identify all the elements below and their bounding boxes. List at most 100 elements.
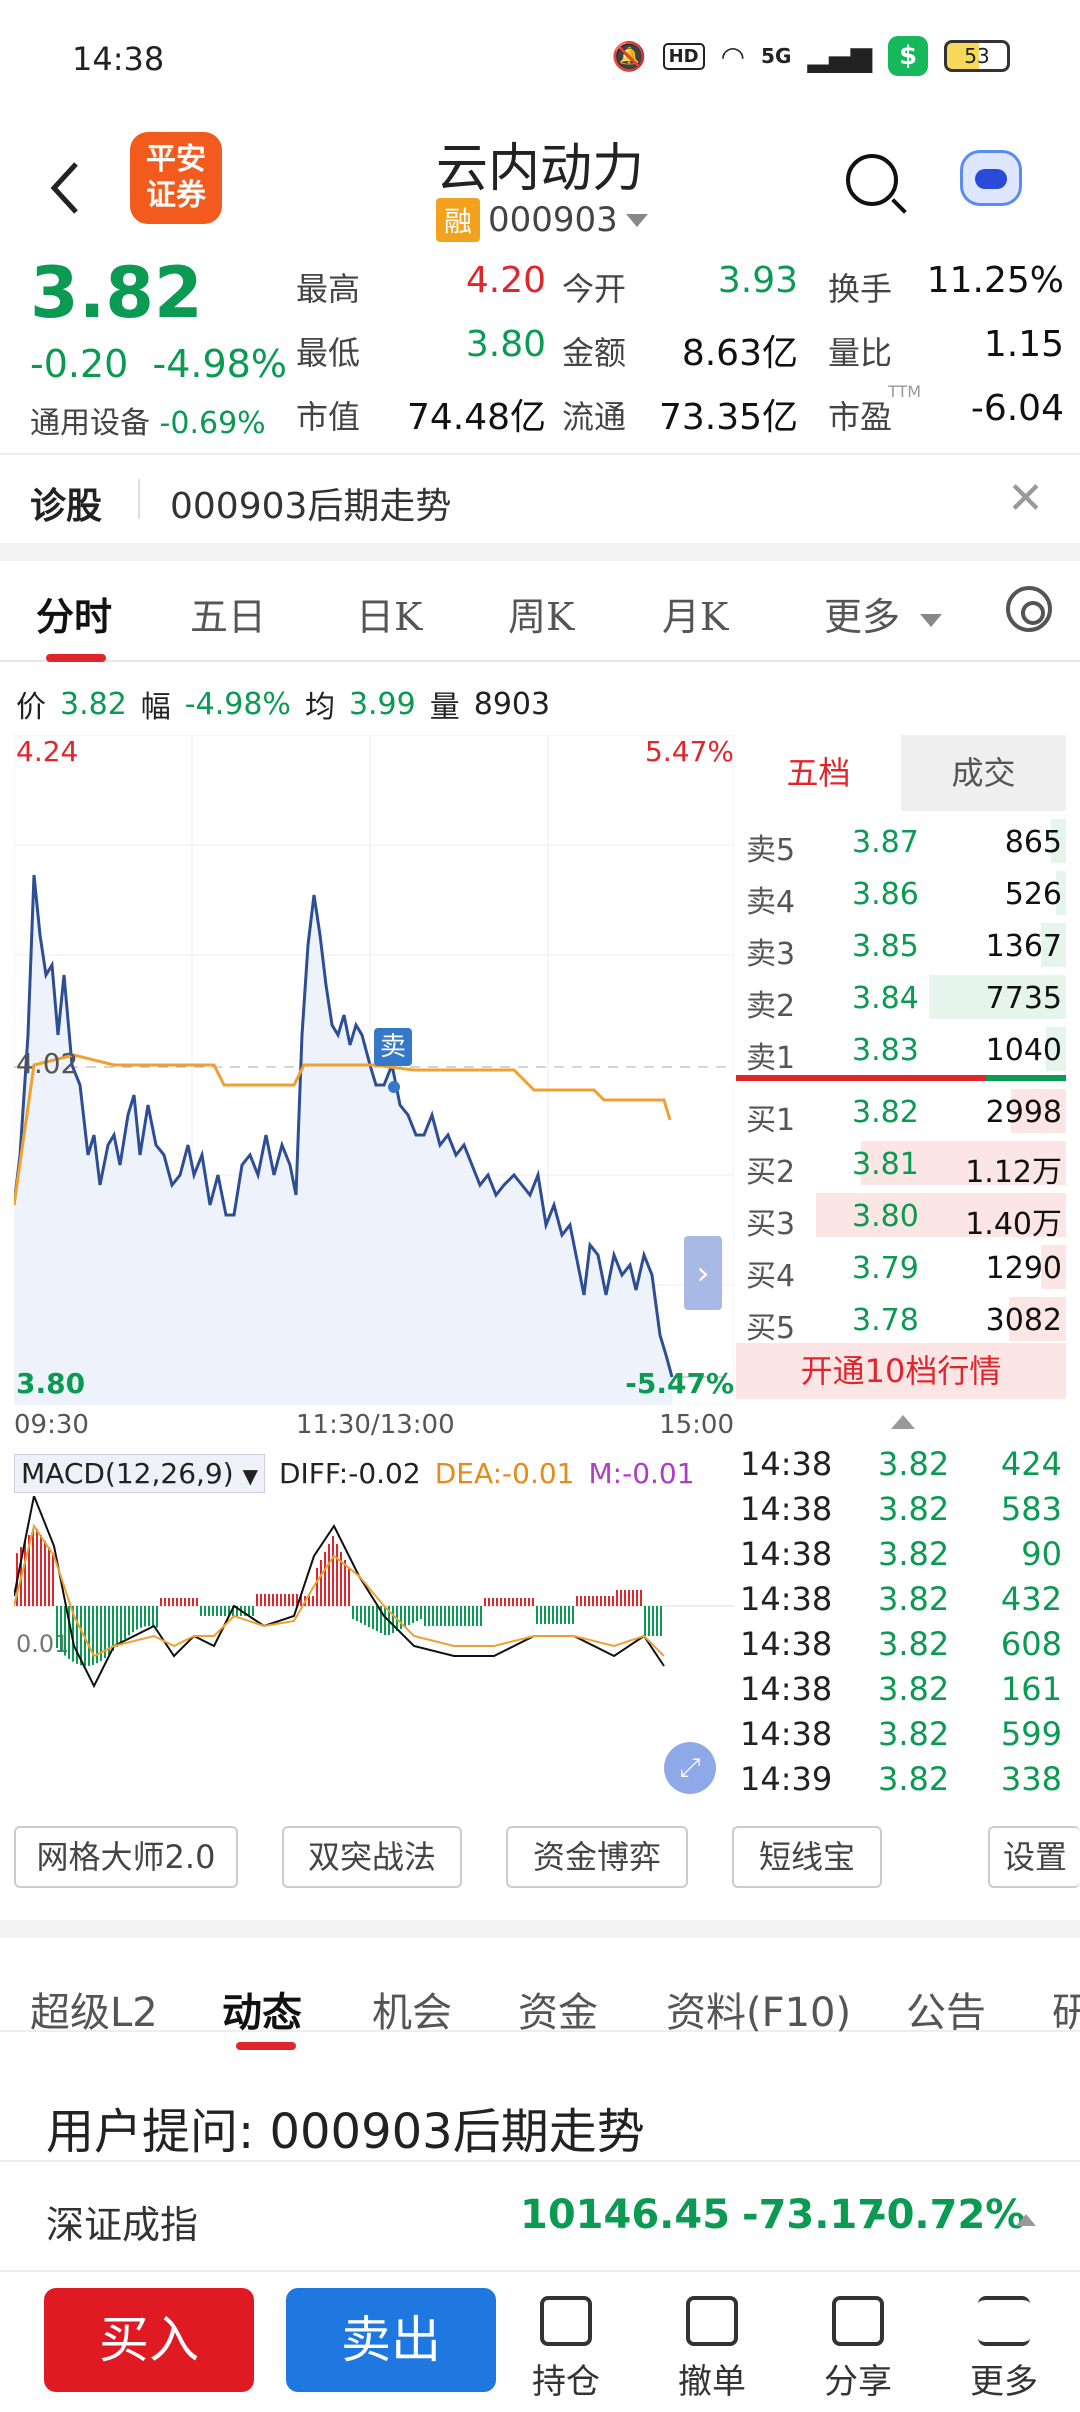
macd-bar [116,1606,118,1647]
change-value: -0.20 [30,342,129,386]
macd-bar [172,1598,174,1606]
upgrade-ten-level-button[interactable]: 开通10档行情 [736,1343,1066,1399]
time-mid: 11:30/13:00 [296,1410,455,1440]
user-question[interactable]: 用户提问: 000903后期走势 [46,2092,645,2162]
spread-divider-green [986,1075,1066,1081]
tab-announcements[interactable]: 公告 [906,1990,986,2036]
tab-daily-k[interactable]: 日K [356,595,423,639]
index-ticker[interactable]: 深证成指 10146.45 -73.17 -0.72% [0,2160,1080,2272]
macd-selector[interactable]: MACD(12,26,9) ▼ [14,1453,265,1493]
deal-time: 14:38 [740,1490,833,1528]
ask-row[interactable]: 卖5 3.87 865 [736,815,1066,868]
ai-assistant-icon[interactable] [960,150,1022,206]
deal-volume: 338 [1000,1760,1062,1798]
ask-row[interactable]: 卖2 3.84 7735 [736,971,1066,1024]
tab-weekly-k[interactable]: 周K [508,595,575,639]
bid-row[interactable]: 买1 3.82 2998 [736,1085,1066,1138]
search-icon[interactable] [846,154,898,206]
diagnose-bar[interactable]: 诊股 000903后期走势 ✕ [0,455,1080,543]
tab-intraday[interactable]: 分时 [36,594,113,639]
intraday-chart[interactable]: 4.24 5.47% 4.02 3.80 -5.47% [14,735,734,1405]
deal-price: 3.82 [878,1715,950,1753]
level-price: 3.86 [852,877,919,912]
positions-button[interactable]: 持仓 [516,2296,616,2403]
axis-top-pct: 5.47% [645,735,734,768]
quote-field-value: 73.35亿 [658,397,798,438]
level-price: 3.79 [852,1251,919,1286]
tab-deals[interactable]: 成交 [901,735,1066,811]
macd-bar [416,1606,418,1621]
more-label: 更多 [970,2362,1038,2402]
axis-bottom-pct: -5.47% [625,1367,734,1400]
macd-bar [204,1606,206,1616]
battery-level: 53 [964,44,990,68]
short-line-button[interactable]: 短线宝 [732,1826,882,1888]
bid-row[interactable]: 买5 3.78 3082 [736,1293,1066,1346]
scroll-up-icon[interactable] [891,1415,915,1429]
chart-tabs: 分时 五日 日K 周K 月K 更多 [0,562,1080,662]
macd-bar [124,1606,126,1639]
cancel-order-button[interactable]: 撤单 [662,2296,762,2403]
double-break-button[interactable]: 双突战法 [282,1826,462,1888]
grid-master-button[interactable]: 网格大师2.0 [14,1826,238,1888]
tab-monthly-k[interactable]: 月K [662,595,729,639]
fullscreen-icon[interactable]: ⤢ [664,1742,716,1794]
tab-research[interactable]: 研 [1052,1990,1080,2036]
index-value: 10146.45 [520,2192,731,2238]
macd-bar [600,1596,602,1606]
macd-bar [348,1568,350,1606]
share-button[interactable]: 分享 [808,2296,908,2403]
expand-panel-icon[interactable]: › [684,1236,722,1310]
tab-funds[interactable]: 资金 [518,1990,598,2036]
level-price: 3.87 [852,825,919,860]
macd-bar [88,1606,90,1666]
tab-f10[interactable]: 资料(F10) [666,1990,852,2036]
time-end: 15:00 [659,1410,734,1440]
trade-dot [388,1081,400,1093]
close-icon[interactable]: ✕ [1007,473,1044,524]
tools-settings-button[interactable]: 设置 [988,1826,1080,1888]
ask-row[interactable]: 卖4 3.86 526 [736,867,1066,920]
macd-bar [468,1606,470,1626]
back-arrow-icon[interactable] [46,160,86,216]
more-button[interactable]: 更多 [954,2296,1054,2403]
macd-bar [552,1606,554,1624]
sell-button[interactable]: 卖出 [286,2288,496,2392]
deal-price: 3.82 [878,1445,950,1483]
gear-icon[interactable] [1006,586,1052,632]
buy-button[interactable]: 买入 [44,2288,254,2392]
macd-bar [564,1606,566,1624]
macd-dea: DEA:-0.01 [434,1456,575,1490]
macd-bar [656,1606,658,1636]
tab-super-l2[interactable]: 超级L2 [30,1990,158,2036]
diagnose-query[interactable]: 000903后期走势 [170,486,452,527]
sell-marker[interactable]: 卖 [374,1028,412,1066]
tab-news[interactable]: 动态 [222,1990,302,2036]
macd-bar [652,1606,654,1636]
deal-volume: 608 [1000,1625,1062,1663]
level-label: 卖5 [746,833,796,868]
ask-row[interactable]: 卖3 3.85 1367 [736,919,1066,972]
tab-opportunity[interactable]: 机会 [372,1990,452,2036]
bid-row[interactable]: 买2 3.81 1.12万 [736,1137,1066,1190]
tab-five-day[interactable]: 五日 [190,595,267,639]
bid-row[interactable]: 买4 3.79 1290 [736,1241,1066,1294]
avg-value: 3.99 [348,686,416,722]
stock-code-selector[interactable]: 融 000903 [436,198,648,242]
quote-field-label: 金额 [562,334,627,372]
macd-bar [452,1606,454,1626]
ask-row[interactable]: 卖1 3.83 1040 [736,1023,1066,1076]
tab-five-level[interactable]: 五档 [736,735,901,811]
macd-bar [596,1596,598,1606]
macd-chart[interactable] [14,1496,734,1816]
tab-more[interactable]: 更多 [824,586,943,641]
deal-time: 14:39 [740,1760,833,1798]
macd-bar [476,1606,478,1626]
macd-bar [360,1606,362,1623]
stock-header: 平安 证券 云内动力 融 000903 [0,120,1080,250]
fund-game-button[interactable]: 资金博弈 [506,1826,688,1888]
sector-change[interactable]: 通用设备 -0.69% [30,398,266,442]
macd-bar [536,1606,538,1624]
expand-up-icon[interactable] [1016,2214,1036,2226]
bid-row[interactable]: 买3 3.80 1.40万 [736,1189,1066,1242]
